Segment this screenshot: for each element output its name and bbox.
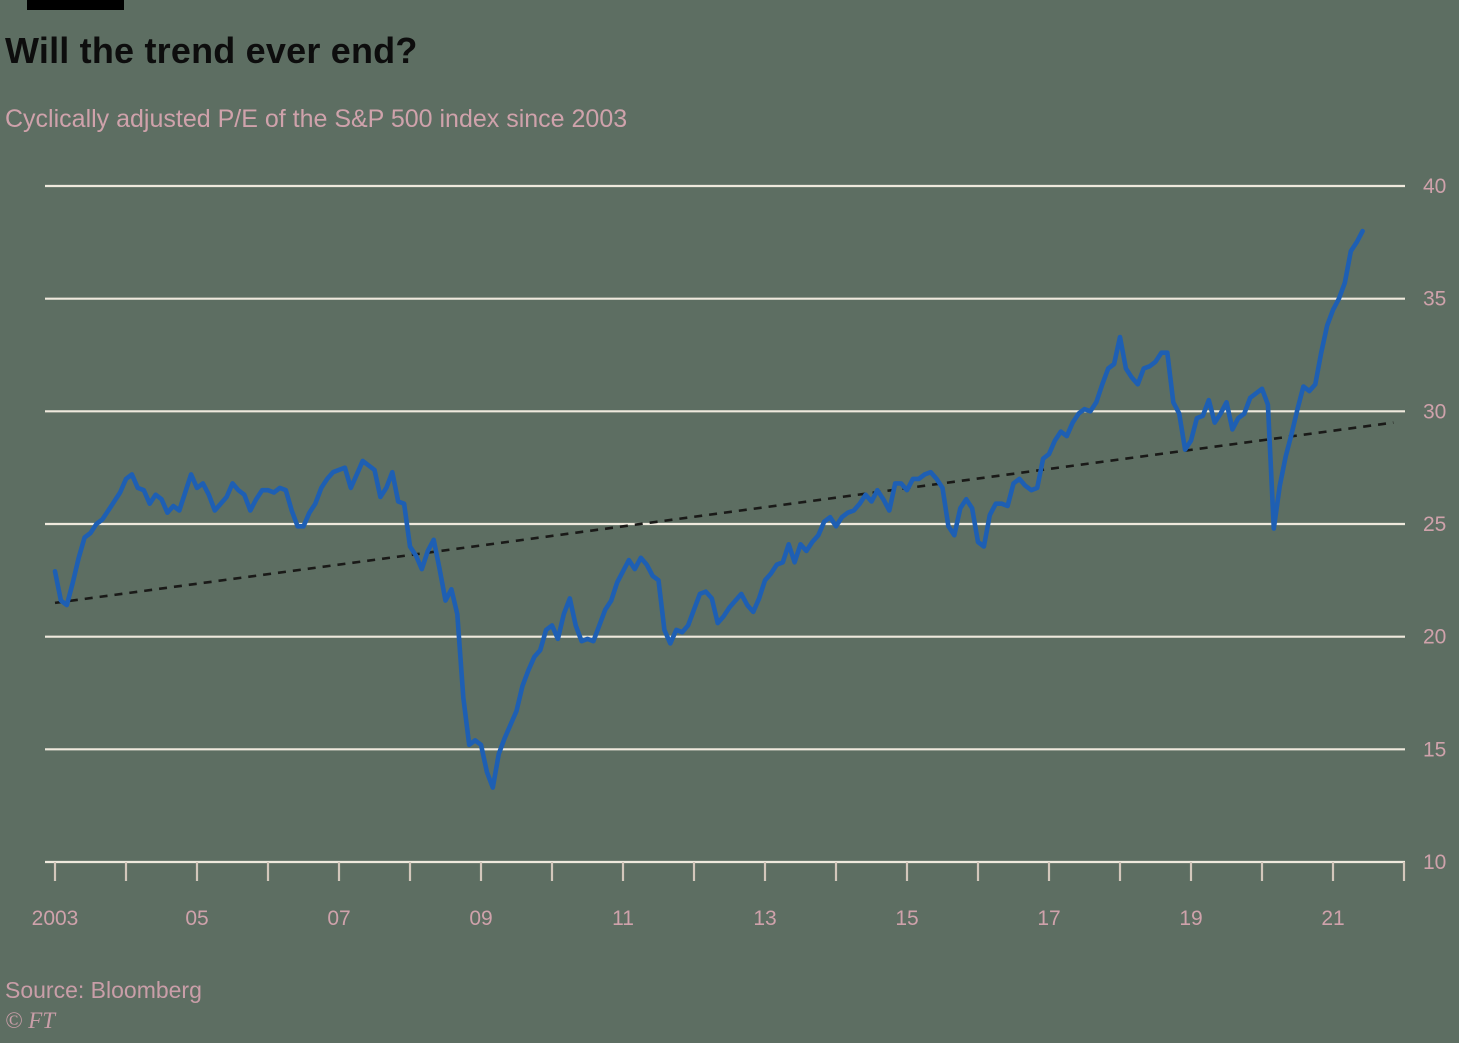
x-axis-label-2003: 2003 xyxy=(32,907,79,930)
y-axis-label-15: 15 xyxy=(1423,738,1446,761)
chart-title: Will the trend ever end? xyxy=(5,30,418,71)
x-axis-label-2011: 11 xyxy=(612,907,634,930)
x-axis-label-2005: 05 xyxy=(185,907,208,930)
y-axis-label-40: 40 xyxy=(1423,175,1446,198)
x-axis-label-2013: 13 xyxy=(753,907,776,930)
y-axis-label-35: 35 xyxy=(1423,288,1446,311)
y-axis-label-30: 30 xyxy=(1423,400,1446,423)
x-axis-label-2009: 09 xyxy=(469,907,492,930)
chart-subtitle: Cyclically adjusted P/E of the S&P 500 i… xyxy=(5,105,628,133)
y-axis-label-25: 25 xyxy=(1423,513,1446,536)
y-axis-label-10: 10 xyxy=(1423,851,1446,874)
x-axis-label-2017: 17 xyxy=(1037,907,1060,930)
y-axis-label-20: 20 xyxy=(1423,626,1446,649)
x-axis-label-2019: 19 xyxy=(1179,907,1202,930)
x-axis-label-2021: 21 xyxy=(1321,907,1344,930)
trend-line xyxy=(54,421,1394,605)
ft-brand-bar xyxy=(27,0,124,10)
series-line-0 xyxy=(52,228,1365,790)
x-axis-label-2007: 07 xyxy=(327,907,350,930)
source-label: Source: Bloomberg xyxy=(5,977,202,1003)
ft-credit: © FT xyxy=(5,1008,56,1033)
x-axis-label-2015: 15 xyxy=(895,907,918,930)
